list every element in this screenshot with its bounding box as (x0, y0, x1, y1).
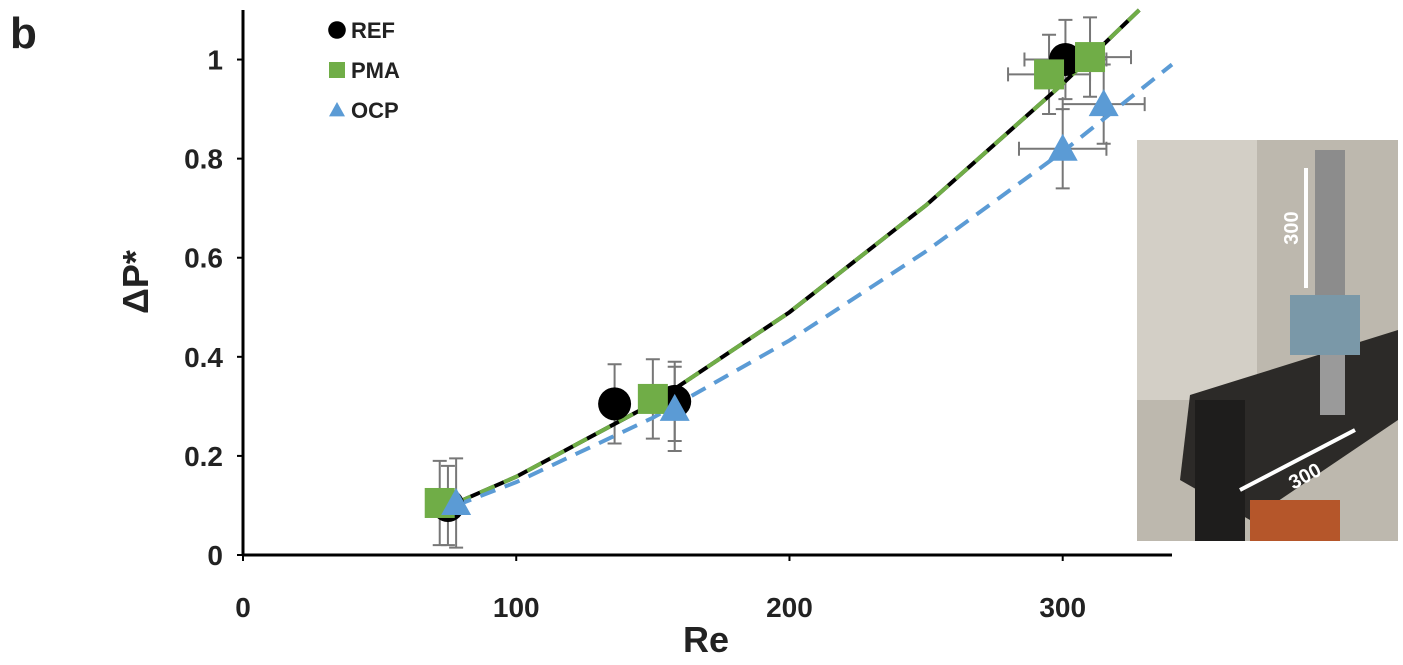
legend-label: OCP (351, 98, 399, 123)
marker (659, 393, 690, 421)
marker (1088, 89, 1119, 117)
marker (598, 387, 632, 421)
legend-marker (329, 62, 345, 78)
marker (1034, 59, 1065, 90)
x-axis-title: Re (683, 619, 729, 660)
photo-stand (1195, 400, 1245, 541)
legend-marker (328, 21, 346, 39)
y-axis-title: ΔP* (115, 250, 156, 314)
legend-label: REF (351, 18, 395, 43)
marker (637, 383, 668, 414)
inset-photo: 300 300 (1137, 140, 1398, 541)
marker (1047, 133, 1078, 161)
photo-cell (1290, 295, 1360, 355)
y-tick-label: 0 (207, 540, 223, 571)
x-tick-label: 200 (766, 592, 813, 623)
fit-line (455, 62, 1174, 508)
x-tick-label: 0 (235, 592, 251, 623)
marker (1075, 42, 1106, 73)
photo-wall (1137, 140, 1257, 400)
photo-pipe (1320, 355, 1345, 415)
inset-label: 300 (1281, 211, 1303, 244)
y-tick-label: 0.4 (184, 342, 223, 373)
marker (441, 487, 472, 515)
photo-tube (1315, 150, 1345, 295)
y-tick-label: 0.8 (184, 144, 223, 175)
dimension-arrow (1239, 428, 1356, 492)
legend-label: PMA (351, 58, 400, 83)
x-tick-label: 100 (493, 592, 540, 623)
x-tick-label: 300 (1039, 592, 1086, 623)
y-tick-label: 0.2 (184, 441, 223, 472)
panel-label: b (10, 9, 37, 58)
legend-marker (329, 102, 345, 117)
photo-box (1250, 500, 1340, 541)
y-tick-label: 1 (207, 45, 223, 76)
y-tick-label: 0.6 (184, 243, 223, 274)
